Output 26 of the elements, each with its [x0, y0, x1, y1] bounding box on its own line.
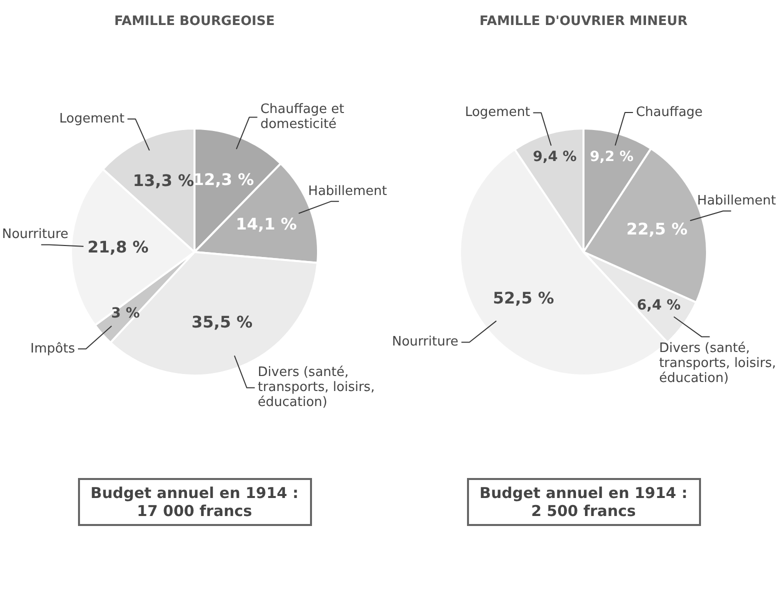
data-label: 52,5 %	[492, 288, 554, 308]
data-label: 9,4 %	[532, 149, 577, 166]
slice-label: Habillement	[308, 184, 388, 199]
data-label: 12,3 %	[192, 170, 254, 190]
slice-label: Chauffage et domesticité	[260, 102, 344, 132]
chart-title: FAMILLE BOURGEOISE	[114, 14, 275, 31]
data-label: 14,1 %	[236, 214, 297, 234]
slice-label: Impôts	[30, 341, 76, 356]
slice-label: Habillement	[697, 193, 776, 208]
slice-label: Chauffage	[636, 104, 703, 120]
data-label: 22,5 %	[626, 220, 688, 239]
slice-label: Divers (santé, transports, loisirs, éducation)	[258, 365, 375, 410]
slice-label: Logement	[59, 111, 124, 126]
data-label: 3 %	[111, 305, 140, 322]
text: Budget annuel en 1914 : 2 500 francs	[466, 478, 700, 526]
slice-label: Nourriture	[2, 227, 68, 242]
slice-label: Divers (santé, transports, loisirs, éducation)	[659, 341, 776, 386]
slice-label: Logement	[464, 105, 530, 120]
data-label: 9,2 %	[590, 148, 634, 165]
data-label: 13,3 %	[132, 171, 194, 190]
data-label: 35,5 %	[191, 312, 253, 332]
data-label: 6,4 %	[636, 298, 681, 314]
chart-title: FAMILLE D'OUVRIER MINEUR	[480, 14, 688, 31]
data-label: 21,8 %	[87, 237, 149, 256]
slice-label: Nourriture	[392, 334, 458, 350]
text: Budget annuel en 1914 : 17 000 francs	[78, 478, 312, 526]
